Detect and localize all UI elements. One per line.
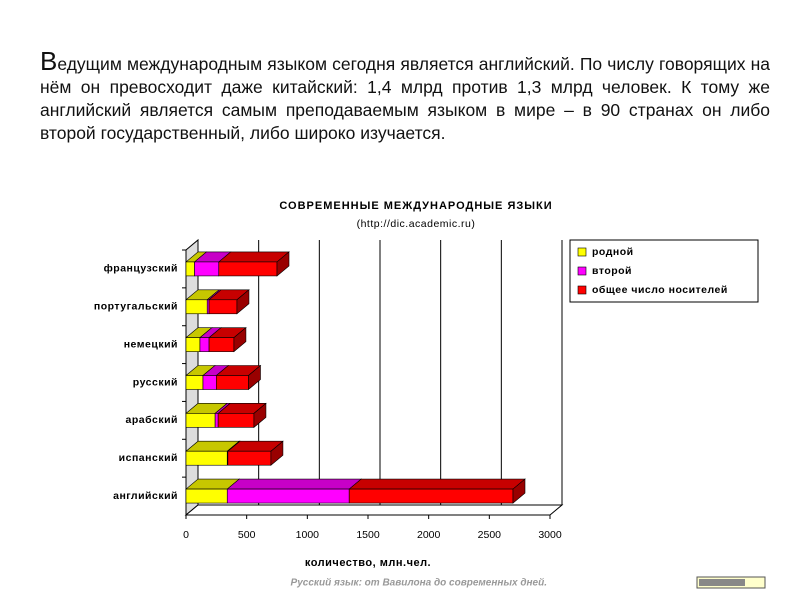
y-tick-label: французский [104, 263, 178, 275]
chart-subtitle: (http://dic.academic.ru) [357, 218, 476, 230]
bar-segment [217, 251, 290, 277]
bar-segment [185, 365, 216, 390]
slide-text: Ведущим международным языком сегодня явл… [40, 46, 770, 143]
bar-segment [217, 402, 267, 428]
bar-segment [208, 327, 247, 353]
legend-box [569, 239, 759, 303]
footer-text: Русский язык: от Вавилона до современных… [291, 578, 547, 589]
legend-swatch [577, 266, 587, 276]
y-tick-label: португальский [94, 301, 178, 313]
bar-segment [226, 478, 363, 504]
y-tick-label: арабский [126, 414, 178, 426]
bar-segment [208, 289, 250, 315]
legend-swatch [577, 247, 587, 257]
legend-label: родной [592, 246, 634, 258]
y-tick-label: немецкий [124, 338, 178, 350]
x-tick-label: 1000 [296, 529, 320, 541]
bar-segment [185, 440, 241, 466]
y-tick-label: испанский [119, 452, 178, 464]
progress-bar [696, 576, 766, 589]
x-tick-label: 1500 [356, 529, 380, 541]
y-tick-label: английский [113, 490, 178, 502]
bar-segment [227, 440, 284, 466]
bar-segment [215, 364, 262, 391]
x-tick-label: 500 [238, 529, 256, 541]
x-tick-label: 2000 [417, 529, 441, 541]
legend-label: второй [592, 265, 632, 277]
x-axis-label: количество, млн.чел. [305, 557, 431, 569]
legend-swatch [577, 285, 587, 295]
bar-segment [185, 478, 241, 504]
legend-label: общее число носителей [592, 284, 728, 296]
x-tick-label: 3000 [538, 529, 562, 541]
plot-floor [184, 504, 564, 516]
x-tick-label: 2500 [478, 529, 502, 541]
x-tick-label: 0 [183, 529, 189, 541]
bar-segment [348, 478, 526, 504]
chart-title: СОВРЕМЕННЫЕ МЕЖДУНАРОДНЫЕ ЯЗЫКИ [279, 200, 552, 212]
y-tick-label: русский [133, 376, 178, 388]
